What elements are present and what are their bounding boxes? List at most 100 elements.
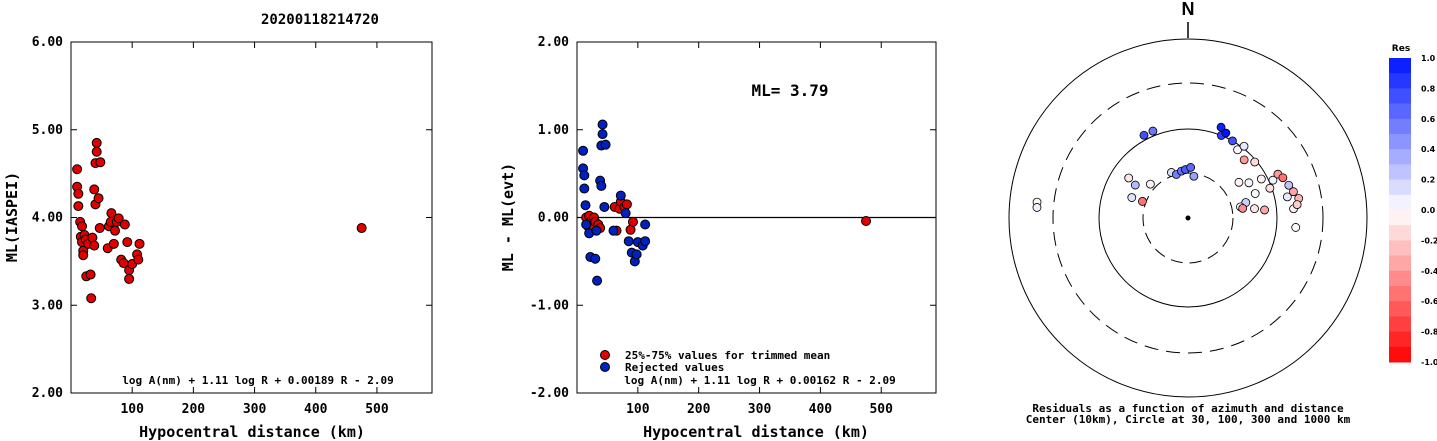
formula-text: log A(nm) + 1.11 log R + 0.00162 R - 2.0… <box>624 374 896 387</box>
data-point <box>620 208 631 219</box>
y-tick-label: 3.00 <box>32 298 63 313</box>
colorbar-swatch <box>1389 194 1411 211</box>
station-marker <box>1291 223 1301 232</box>
station-marker <box>1289 187 1298 197</box>
colorbar-swatch <box>1389 134 1411 150</box>
data-point <box>94 223 105 234</box>
station-marker <box>1186 163 1196 172</box>
data-point <box>78 250 89 261</box>
station-marker <box>1145 179 1155 189</box>
colorbar-swatch <box>1389 240 1411 257</box>
figure-title: 20200118214720 <box>261 12 379 28</box>
data-point <box>608 225 619 236</box>
station-marker <box>1130 180 1140 190</box>
data-point <box>592 275 603 286</box>
colorbar-label: 0.0 <box>1421 206 1436 215</box>
colorbar-label: 0.2 <box>1421 176 1435 185</box>
data-point <box>73 201 84 212</box>
colorbar-swatch <box>1389 286 1411 302</box>
data-point <box>597 129 608 140</box>
colorbar-swatch <box>1389 164 1411 181</box>
data-point <box>627 216 638 227</box>
colorbar-label: 0.8 <box>1421 84 1436 93</box>
data-point <box>85 269 96 280</box>
y-tick-label: -1.00 <box>530 298 569 313</box>
data-point <box>596 180 607 191</box>
colorbar-swatch <box>1389 316 1411 333</box>
colorbar-label: -1.0 <box>1421 358 1437 367</box>
data-point <box>89 240 100 251</box>
colorbar-swatch <box>1389 118 1411 135</box>
legend-label-rejected: Rejected values <box>625 361 724 374</box>
ml-distance-panel: 100 200 300 400 500 2.00 3.00 4.00 5.00 6.00 Hypo… <box>3 35 433 441</box>
data-point <box>597 119 608 130</box>
data-point <box>623 236 634 247</box>
data-point <box>110 225 121 236</box>
data-point <box>579 183 590 194</box>
colorbar-label: 0.4 <box>1421 145 1436 154</box>
data-point <box>93 193 104 204</box>
station-marker <box>1189 171 1199 181</box>
data-point <box>72 164 83 175</box>
station-marker <box>1216 122 1226 132</box>
data-point <box>615 190 626 201</box>
data-point <box>580 200 591 211</box>
data-point <box>581 219 592 230</box>
data-point <box>122 237 133 248</box>
station-marker <box>1284 180 1294 190</box>
data-point <box>113 213 124 224</box>
y-tick-label: 2.00 <box>538 35 569 50</box>
colorbar-label: 0.6 <box>1421 115 1436 124</box>
ring-1000km <box>1008 38 1368 398</box>
station-marker <box>1239 141 1249 151</box>
azimuth-residual-panel: N Residuals as a function of azimuth and… <box>1008 0 1437 426</box>
x-tick-label: 300 <box>748 402 772 417</box>
data-point <box>590 253 601 264</box>
station-marker <box>1250 189 1260 198</box>
x-tick-label: 100 <box>626 402 650 417</box>
data-point <box>91 137 102 148</box>
plot-frame <box>70 41 433 394</box>
colorbar-swatch <box>1389 149 1411 165</box>
colorbar-label: -0.6 <box>1421 297 1437 306</box>
y-tick-label: 4.00 <box>32 211 63 226</box>
x-tick-label: 500 <box>365 402 389 417</box>
x-tick-label: 200 <box>182 402 206 417</box>
x-tick-label: 100 <box>120 402 144 417</box>
station-marker <box>1239 155 1249 165</box>
data-point <box>134 238 145 249</box>
legend-marker-trimmed <box>600 350 610 360</box>
legend-marker-rejected <box>600 362 610 372</box>
colorbar-swatch <box>1389 225 1411 241</box>
x-axis-label: Hypocentral distance (km) <box>643 423 869 441</box>
data-point <box>356 223 367 234</box>
station-marker <box>1238 203 1248 213</box>
data-point <box>108 238 119 249</box>
data-point <box>119 219 130 230</box>
colorbar-title: Res <box>1392 44 1410 54</box>
y-axis-label: ML(IASPEI) <box>3 172 21 262</box>
y-tick-label: 6.00 <box>32 35 63 50</box>
y-tick-label: -2.00 <box>530 386 569 401</box>
data-point <box>73 188 84 199</box>
station-marker <box>1234 177 1244 187</box>
station-marker <box>1292 200 1302 209</box>
colorbar-label: 1.0 <box>1421 54 1436 63</box>
formula-text: log A(nm) + 1.11 log R + 0.00189 R - 2.0… <box>122 374 394 387</box>
station-marker <box>1138 197 1147 206</box>
north-label: N <box>1182 0 1195 19</box>
epicenter-marker <box>1185 215 1191 221</box>
data-point <box>591 225 602 236</box>
colorbar-swatch <box>1389 255 1411 272</box>
legend-label-trimmed: 25%-75% values for trimmed mean <box>625 349 830 362</box>
station-marker <box>1148 126 1158 136</box>
station-marker <box>1221 128 1231 138</box>
station-marker <box>1265 183 1275 193</box>
colorbar-swatch <box>1389 346 1411 363</box>
data-point <box>861 216 872 227</box>
y-tick-label: 0.00 <box>538 211 569 226</box>
y-axis-label: ML - ML(evt) <box>499 163 517 271</box>
data-point <box>640 219 651 230</box>
station-marker <box>1139 130 1149 140</box>
